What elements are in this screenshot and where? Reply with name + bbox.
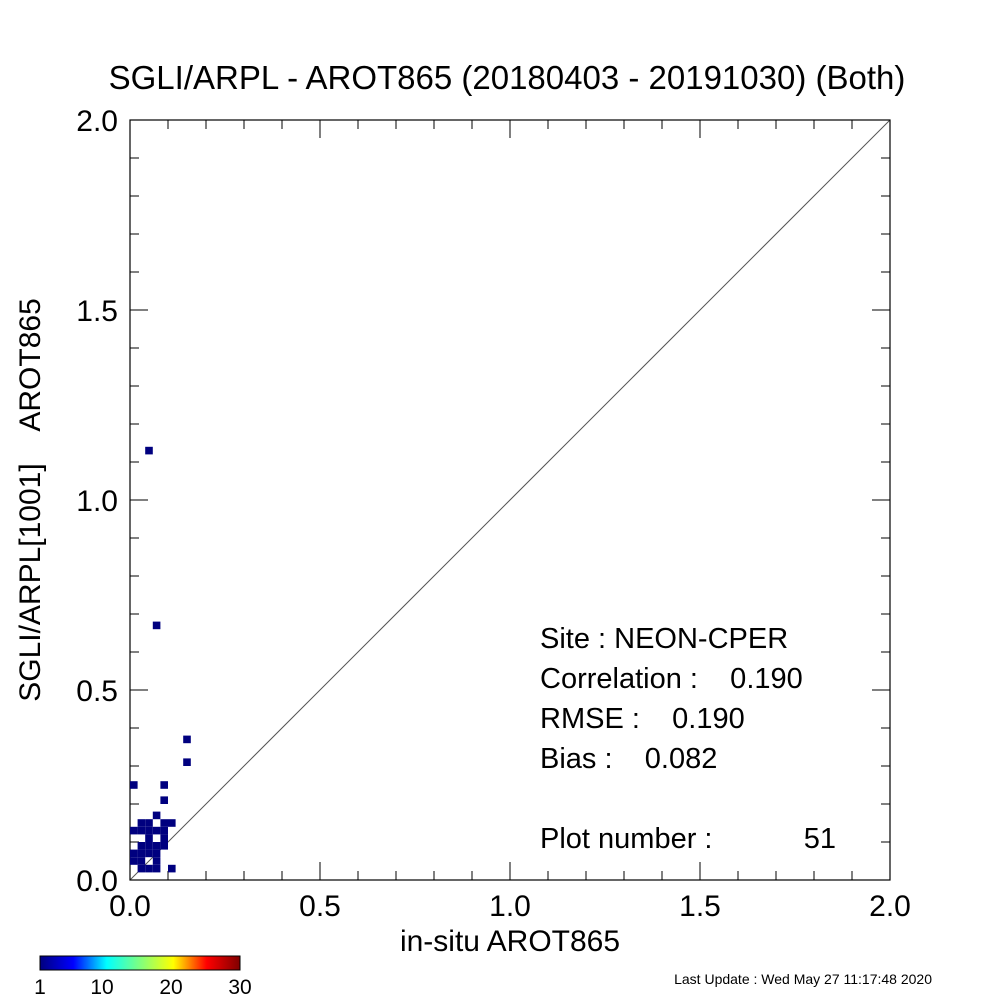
- data-bin: [168, 864, 176, 873]
- data-bin: [160, 796, 168, 804]
- colorbar-bar: [39, 955, 241, 971]
- data-bin: [152, 811, 161, 820]
- data-bin: [160, 781, 168, 789]
- data-bin: [160, 842, 168, 850]
- plot-number-label: Plot number :: [540, 823, 712, 855]
- data-bin: [137, 857, 146, 865]
- y-tick-label: 0.5: [76, 675, 118, 708]
- data-bin: [160, 819, 168, 827]
- data-bin: [130, 857, 138, 865]
- plot-number-value: 51: [804, 823, 836, 855]
- data-bin: [183, 735, 191, 744]
- one-to-one-line: [129, 119, 891, 881]
- data-bin: [152, 842, 161, 850]
- colorbar-tick-label: 1: [34, 976, 46, 999]
- data-bin: [168, 819, 176, 827]
- data-bin: [137, 842, 146, 850]
- y-tick-labels: 0.0 0.5 1.0 1.5 2.0: [76, 105, 118, 898]
- stats-box: Site : NEON-CPER Correlation : 0.190 RMS…: [540, 623, 836, 855]
- data-bin: [130, 781, 138, 789]
- x-tick-label: 1.0: [489, 890, 531, 923]
- plot-area: [129, 119, 891, 881]
- data-bin: [152, 864, 161, 873]
- data-bin: [145, 446, 153, 455]
- data-bin: [130, 826, 138, 835]
- data-bin: [152, 826, 161, 835]
- data-bin: [183, 758, 191, 766]
- data-bin: [145, 864, 153, 873]
- x-tick-label: 0.0: [109, 890, 151, 923]
- y-tick-label: 1.5: [76, 295, 118, 328]
- colorbar-tick-labels: 1 10 20 30: [34, 976, 252, 999]
- data-bin: [145, 849, 153, 858]
- data-bin: [137, 849, 146, 858]
- data-bin: [137, 826, 146, 835]
- data-bin: [145, 826, 153, 835]
- colorbar-tick-label: 30: [228, 976, 251, 999]
- x-tick-label: 0.5: [299, 890, 341, 923]
- y-tick-label: 0.0: [76, 865, 118, 898]
- data-bins: [130, 446, 191, 873]
- data-bin: [152, 857, 161, 865]
- bias-line: Bias : 0.082: [540, 743, 717, 775]
- x-tick-labels: 0.0 0.5 1.0 1.5 2.0: [109, 890, 911, 923]
- colorbar: 1 10 20 30: [34, 955, 252, 999]
- y-tick-label: 1.0: [76, 485, 118, 518]
- data-bin: [152, 849, 161, 858]
- data-bin: [130, 849, 138, 858]
- rmse-line: RMSE : 0.190: [540, 703, 745, 735]
- correlation-line: Correlation : 0.190: [540, 663, 803, 695]
- x-axis-label: in-situ AROT865: [400, 925, 620, 958]
- x-tick-label: 2.0: [869, 890, 911, 923]
- data-bin: [145, 834, 153, 842]
- data-bin: [152, 621, 161, 630]
- data-bin: [145, 842, 153, 850]
- data-bin: [145, 819, 153, 827]
- data-bin: [160, 834, 168, 842]
- y-axis-label: SGLI/ARPL[1001] AROT865: [14, 298, 47, 702]
- colorbar-tick-label: 20: [159, 976, 182, 999]
- colorbar-tick-label: 10: [90, 976, 113, 999]
- site-line: Site : NEON-CPER: [540, 623, 788, 655]
- data-bin: [137, 864, 146, 873]
- axis-ticks: [129, 119, 891, 881]
- chart-title: SGLI/ARPL - AROT865 (20180403 - 20191030…: [109, 59, 906, 96]
- last-update-text: Last Update : Wed May 27 11:17:48 2020: [674, 971, 932, 987]
- data-bin: [160, 826, 168, 835]
- data-bin: [137, 819, 146, 827]
- x-tick-label: 1.5: [679, 890, 721, 923]
- y-tick-label: 2.0: [76, 105, 118, 138]
